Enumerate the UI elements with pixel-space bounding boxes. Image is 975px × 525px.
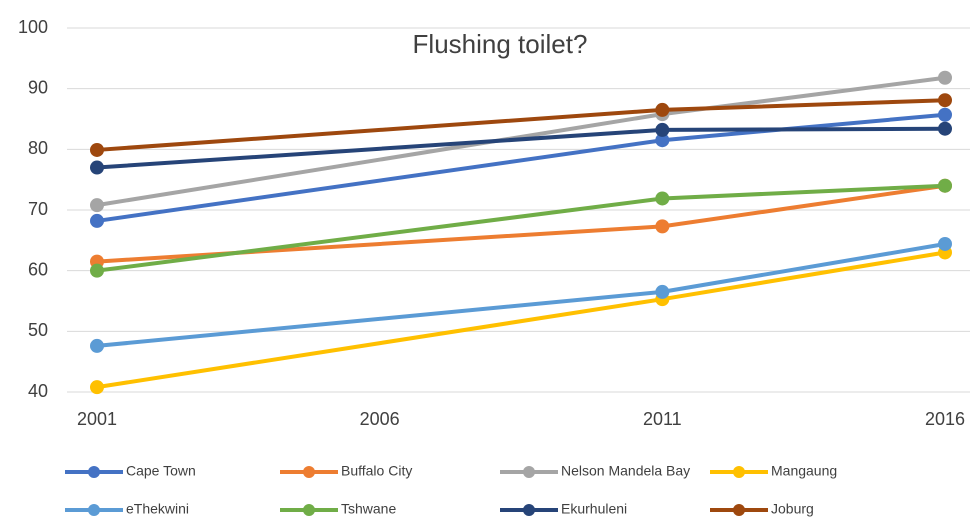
data-point <box>938 178 952 193</box>
data-point <box>90 160 104 175</box>
data-point <box>655 191 670 206</box>
y-tick-label: 40 <box>28 381 48 401</box>
legend-marker <box>523 466 535 478</box>
data-point <box>655 122 670 137</box>
data-point <box>938 121 952 136</box>
data-point <box>90 338 104 353</box>
data-point <box>938 236 952 251</box>
series-line <box>96 183 946 264</box>
data-point <box>938 93 952 108</box>
legend-label: Cape Town <box>126 463 196 479</box>
data-point <box>938 70 952 85</box>
y-tick-label: 60 <box>28 259 48 279</box>
x-tick-label: 2006 <box>360 409 400 429</box>
data-point <box>655 219 670 234</box>
legend-label: eThekwini <box>126 501 189 517</box>
legend-label: Buffalo City <box>341 463 412 479</box>
data-point <box>90 198 104 213</box>
data-point <box>90 142 104 157</box>
series-line <box>96 250 946 390</box>
data-point <box>90 380 104 395</box>
legend-marker <box>523 504 535 516</box>
y-tick-label: 90 <box>28 77 48 97</box>
y-tick-label: 50 <box>28 320 48 340</box>
data-point <box>938 107 952 122</box>
y-tick-label: 80 <box>28 138 48 158</box>
data-point <box>655 284 670 299</box>
legend-marker <box>88 466 100 478</box>
legend-label: Joburg <box>771 501 814 517</box>
x-tick-label: 2016 <box>925 409 965 429</box>
legend-marker <box>303 466 315 478</box>
x-tick-label: 2011 <box>643 409 682 429</box>
y-tick-label: 70 <box>28 199 48 219</box>
legend-label: Nelson Mandela Bay <box>561 463 690 479</box>
legend-label: Tshwane <box>341 501 396 517</box>
legend-marker <box>303 504 315 516</box>
series-line <box>96 183 946 273</box>
data-point <box>90 213 104 228</box>
data-point <box>655 102 670 117</box>
data-point <box>655 133 670 148</box>
data-point <box>90 263 104 278</box>
legend-label: Mangaung <box>771 463 837 479</box>
x-tick-label: 2001 <box>77 409 117 429</box>
legend-marker <box>733 466 745 478</box>
chart-title: Flushing toilet? <box>413 29 588 59</box>
legend-marker <box>88 504 100 516</box>
legend-marker <box>733 504 745 516</box>
series-line <box>96 242 946 348</box>
y-tick-label: 100 <box>18 17 48 37</box>
legend-label: Ekurhuleni <box>561 501 627 517</box>
